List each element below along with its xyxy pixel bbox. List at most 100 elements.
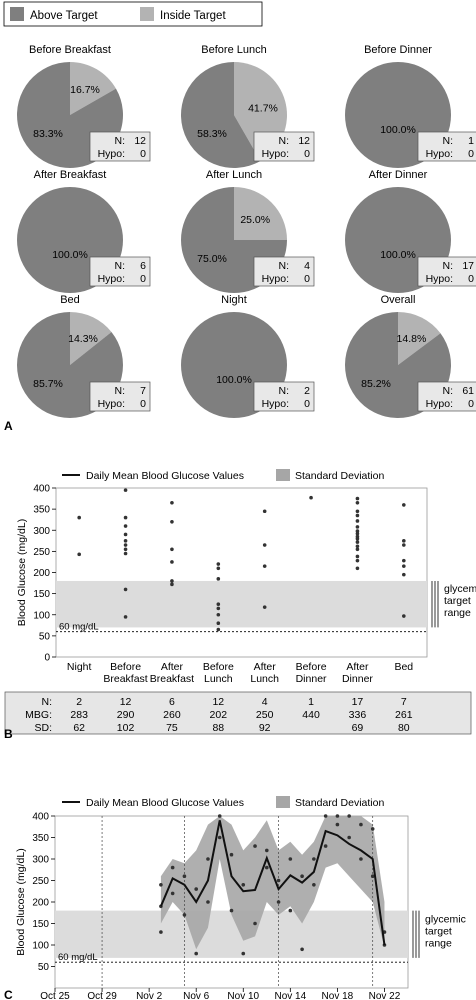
glucose-point — [355, 558, 360, 563]
pie-after-dinner: After Dinner 100.0% N: 17 Hypo: 0 — [345, 169, 476, 293]
glucose-point — [370, 874, 375, 878]
glucose-point — [123, 551, 128, 556]
stats-row-label: N: — [42, 696, 53, 708]
pie-overall: Overall 14.8% 85.2% N: 61 Hypo: 0 — [345, 294, 476, 418]
glucose-point — [216, 566, 221, 571]
legend-label-mean: Daily Mean Blood Glucose Values — [86, 470, 244, 482]
pie-stat-hypo-value: 0 — [140, 398, 146, 410]
legend-swatch-sd — [276, 796, 290, 808]
pie-after-breakfast: After Breakfast 100.0% N: 6 Hypo: 0 — [17, 169, 151, 293]
pie-stat-hypo-value: 0 — [468, 148, 474, 160]
x-category-label: Bed — [394, 661, 413, 673]
glucose-point — [216, 627, 221, 632]
glucose-point — [217, 835, 222, 840]
target-range-label: target — [425, 925, 452, 937]
glucose-point — [194, 887, 198, 891]
panel-label-c: C — [4, 988, 13, 1000]
pie-label-above: 75.0% — [197, 253, 227, 265]
glucose-point — [206, 857, 210, 861]
glucose-point — [347, 835, 351, 840]
target-range-label: range — [444, 607, 471, 619]
pie-stat-n-value: 61 — [462, 385, 474, 397]
pie-stat-n-value: 12 — [134, 135, 146, 147]
glucose-point — [206, 900, 210, 904]
pie-night: Night 100.0% N: 2 Hypo: 0 — [181, 294, 315, 418]
x-tick-label: Nov 6 — [183, 991, 210, 1000]
legend-swatch-inside — [140, 7, 154, 21]
glucose-point — [300, 947, 304, 952]
y-tick-label: 200 — [33, 568, 50, 579]
pie-stat-hypo-label: Hypo: — [426, 148, 453, 160]
glucose-point — [123, 615, 128, 619]
target-range-band — [56, 580, 427, 628]
pie-title: After Dinner — [369, 169, 428, 181]
glucose-point — [123, 488, 128, 492]
legend-box — [3, 1, 263, 27]
glucose-point — [170, 500, 174, 505]
y-tick-label: 0 — [44, 653, 50, 664]
glucose-point — [123, 515, 128, 520]
pie-title: Before Dinner — [364, 44, 432, 56]
pie-label-above: 100.0% — [52, 249, 88, 261]
pie-label-above: 83.3% — [33, 128, 63, 140]
glucose-point — [170, 582, 174, 587]
stats-table — [4, 691, 472, 735]
pie-title: Bed — [60, 294, 80, 306]
y-tick-label: 250 — [33, 547, 50, 558]
glucose-point — [216, 577, 221, 581]
x-category-label: Night — [67, 661, 92, 673]
glucose-point — [123, 543, 128, 547]
pie-label-inside: 16.7% — [70, 84, 100, 96]
pie-before-breakfast: Before Breakfast 16.7% 83.3% N: 12 Hypo: 0 — [17, 44, 151, 169]
pie-stat-n-label: N: — [279, 135, 290, 147]
pie-label-above: 85.2% — [361, 378, 391, 390]
glucose-point — [355, 566, 360, 571]
glucose-point — [355, 536, 360, 541]
x-tick-label: Oct 29 — [87, 991, 117, 1000]
pie-stat-n-label: N: — [279, 260, 290, 272]
glucose-point — [355, 496, 360, 501]
glucose-point — [241, 951, 246, 956]
y-tick-label: 400 — [32, 812, 49, 823]
glucose-point — [355, 509, 360, 514]
glucose-point — [194, 951, 198, 956]
pie-stats-box — [89, 131, 151, 162]
pie-label-above: 100.0% — [380, 124, 416, 136]
pie-stat-n-value: 1 — [468, 135, 474, 147]
glucose-point — [216, 602, 221, 606]
panel-b-scatter-by-time: Daily Mean Blood Glucose Values Standard … — [4, 469, 476, 735]
stats-row-label: MBG: — [25, 709, 52, 721]
pie-title: Before Lunch — [201, 44, 266, 56]
x-tick-label: Nov 14 — [274, 991, 306, 1000]
pie-slice-inside — [70, 312, 112, 365]
glucose-point — [182, 913, 187, 917]
pie-stats-box — [417, 131, 476, 162]
pie-stat-hypo-label: Hypo: — [262, 398, 289, 410]
legend-label-inside: Inside Target — [160, 10, 226, 22]
glucose-point — [262, 564, 267, 568]
x-tick-label: Nov 2 — [136, 991, 163, 1000]
glucose-point — [359, 822, 363, 827]
glucose-point — [288, 908, 293, 913]
pie-stat-n-label: N: — [115, 135, 126, 147]
y-axis-label: Blood Glucose (mg/dL) — [15, 848, 27, 955]
glucose-point — [159, 930, 163, 934]
pie-after-lunch: After Lunch 25.0% 75.0% N: 4 Hypo: 0 — [181, 169, 315, 293]
glucose-point — [347, 814, 351, 818]
stats-cell: 250 — [256, 709, 274, 721]
y-tick-label: 100 — [32, 941, 49, 952]
pie-stat-hypo-label: Hypo: — [426, 273, 453, 285]
glucose-point — [159, 883, 163, 887]
glucose-point — [253, 921, 257, 926]
y-axis-label: Blood Glucose (mg/dL) — [16, 519, 28, 626]
glucose-point — [216, 562, 221, 566]
y-tick-label: 100 — [33, 610, 50, 621]
panel-c-daily-trend: Daily Mean Blood Glucose Values Standard … — [15, 796, 466, 1000]
y-tick-label: 50 — [38, 962, 50, 973]
glucose-point — [288, 857, 293, 861]
stats-cell: 202 — [210, 709, 228, 721]
x-category-label: Breakfast — [150, 673, 194, 685]
pie-slice-inside — [398, 312, 441, 365]
legend-label-mean: Daily Mean Blood Glucose Values — [86, 797, 244, 809]
